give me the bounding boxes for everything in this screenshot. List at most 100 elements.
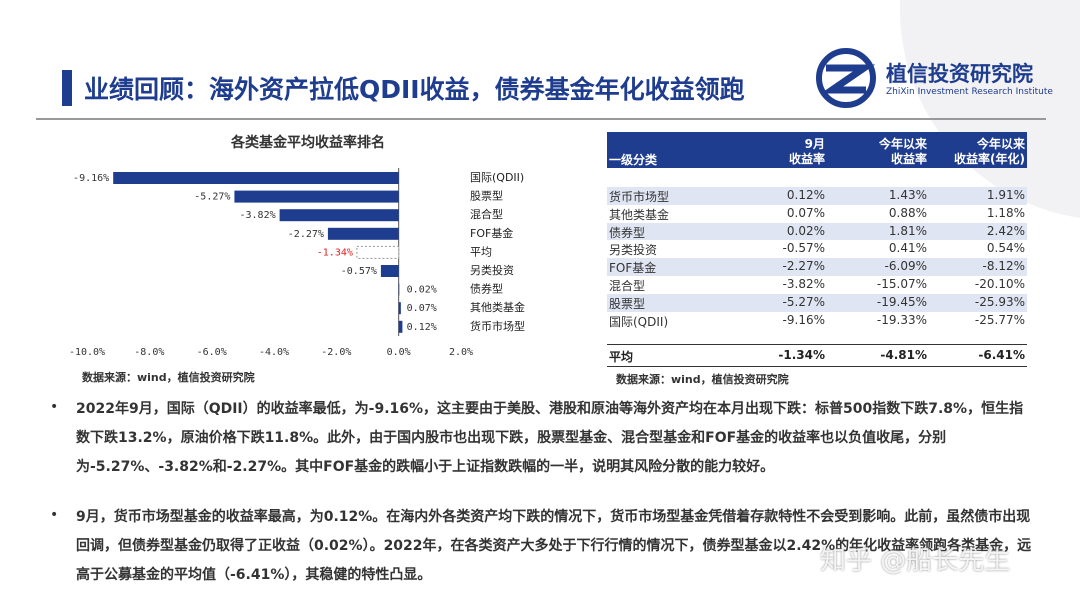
table: 一级分类 9月 收益率 今年以来 收益率 今年以来 收益率(年化) 货币市场型 0.12% 1.4…: [607, 132, 1027, 372]
bullet-dot: •: [50, 399, 59, 415]
value-label: -3.82%: [239, 210, 275, 221]
category-label: 平均: [470, 245, 492, 258]
category-label: 国际(QDII): [470, 171, 524, 184]
value-label: -9.16%: [73, 173, 109, 184]
table-header: 今年以来: [878, 137, 927, 151]
bullet-text: 9月，货币市场型基金的收益率最高，为0.12%。在海内外各类资产均下跌的情况下，…: [76, 509, 1032, 583]
table-cell: 0.54%: [986, 241, 1025, 256]
value-label: -1.34%: [317, 247, 353, 258]
x-tick-label: -10.0%: [69, 347, 105, 358]
table-cell: 1.81%: [888, 223, 927, 238]
x-tick-label: 0.0%: [387, 347, 411, 358]
value-label: -5.27%: [194, 192, 230, 203]
value-label: 0.07%: [407, 303, 437, 314]
table-cell: 2.42%: [986, 223, 1025, 238]
table-rule: [607, 344, 1027, 345]
category-label: 货币市场型: [470, 319, 525, 333]
table-cell: 其他类基金: [609, 207, 670, 222]
value-label: -0.57%: [341, 266, 377, 277]
table-cell: -25.93%: [974, 294, 1025, 309]
bar: [398, 320, 403, 333]
table-cell: 货币市场型: [609, 190, 670, 204]
value-label: 0.02%: [407, 285, 437, 296]
category-label: 股票型: [470, 189, 503, 203]
table-average: -4.81%: [880, 348, 927, 362]
table-cell: 1.43%: [888, 188, 927, 202]
table-header-bg: [607, 132, 1027, 168]
bar: [279, 209, 399, 222]
table-header: 收益率(年化): [954, 152, 1025, 166]
table-cell: 债券型: [609, 225, 646, 240]
logo-sub: ZhiXin Investment Research Institute: [886, 87, 1053, 97]
table-average: -6.41%: [978, 348, 1025, 362]
x-tick-label: -6.0%: [197, 347, 227, 358]
bar: [327, 227, 399, 240]
table-cell: 0.88%: [888, 205, 927, 220]
table-cell: 混合型: [609, 279, 646, 293]
value-label: 0.12%: [407, 322, 437, 333]
value-label: -2.27%: [288, 229, 324, 240]
table-rule: [607, 366, 1027, 367]
table-cell: 0.02%: [786, 223, 825, 238]
table-row-bg: [607, 187, 1027, 205]
table-cell: FOF基金: [609, 261, 657, 276]
category-label: 债券型: [470, 282, 503, 296]
x-tick-label: 2.0%: [449, 347, 473, 358]
bullet-dot: •: [50, 507, 59, 523]
table-cell: -9.16%: [782, 312, 825, 327]
table-cell: -2.27%: [782, 259, 825, 274]
table-cell: 1.91%: [986, 188, 1025, 202]
table-cell: 股票型: [609, 296, 646, 311]
x-tick-label: -8.0%: [134, 347, 164, 358]
chart: 各类基金平均收益率排名 数据来源：wind，植信投资研究院 -10.0% -8.0…: [69, 134, 525, 384]
table-cell: 0.41%: [888, 241, 927, 256]
category-label: 混合型: [470, 207, 503, 221]
table-cell: 0.07%: [786, 205, 825, 220]
bar: [113, 172, 399, 184]
category-label: 其他类基金: [470, 300, 525, 314]
table-cell: 另类投资: [609, 243, 658, 258]
table-cell: 国际(QDII): [609, 314, 669, 329]
table-cell: -0.57%: [782, 241, 825, 256]
category-label: 另类投资: [470, 263, 514, 277]
x-tick-label: -4.0%: [259, 347, 289, 358]
category-label: FOF基金: [470, 226, 513, 240]
table-cell: -15.07%: [876, 277, 927, 291]
chart-source: 数据来源：wind，植信投资研究院: [82, 370, 255, 384]
table-cell: 0.12%: [786, 188, 825, 202]
x-tick-label: -2.0%: [321, 347, 351, 358]
watermark: 知乎 @船长先生: [820, 546, 1011, 576]
bar: [398, 302, 401, 315]
table-header: 9月: [804, 137, 825, 151]
bar: [380, 265, 399, 277]
table-cell: -19.45%: [876, 294, 927, 309]
table-cell: -20.10%: [974, 277, 1025, 291]
title-bar: [62, 70, 72, 106]
table-header: 收益率: [788, 152, 825, 166]
bar: [234, 190, 399, 203]
title: 业绩回顾：海外资产拉低QDII收益，债券基金年化收益领跑: [84, 75, 745, 104]
table-header: 今年以来: [976, 137, 1025, 151]
chart-title: 各类基金平均收益率排名: [230, 134, 385, 151]
bar: [356, 245, 400, 259]
bullet-text: 2022年9月，国际（QDII）的收益率最低，为-9.16%，这主要由于美股、港…: [76, 401, 1024, 475]
table-average: -1.34%: [778, 348, 825, 362]
logo-icon: [816, 48, 876, 108]
table-row-bg: [607, 258, 1027, 276]
table-row-bg: [607, 222, 1027, 241]
table-source: 数据来源：wind，植信投资研究院: [616, 373, 789, 386]
table-cell: -19.33%: [876, 312, 927, 327]
table-average: 平均: [609, 350, 634, 364]
table-header: 一级分类: [609, 153, 658, 167]
table-cell: -8.12%: [982, 259, 1025, 274]
table-cell: 1.18%: [986, 205, 1025, 220]
table-cell: -3.82%: [782, 277, 825, 291]
table-cell: -5.27%: [782, 294, 825, 309]
table-cell: -6.09%: [884, 259, 927, 274]
logo-name: 植信投资研究院: [886, 62, 1033, 86]
table-row-bg: [607, 293, 1027, 312]
table-cell: -25.77%: [974, 312, 1025, 327]
bar: [398, 283, 400, 296]
table-header: 收益率: [890, 152, 927, 166]
